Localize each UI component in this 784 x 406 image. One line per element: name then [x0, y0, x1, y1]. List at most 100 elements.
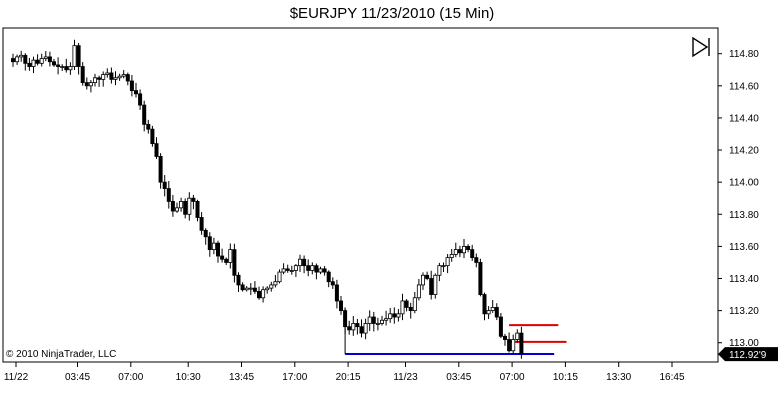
candle-body	[261, 289, 266, 299]
candle-body	[396, 313, 401, 318]
candle	[187, 192, 192, 221]
x-tick-label: 10:30	[176, 372, 201, 383]
candle-body	[351, 323, 356, 331]
candle	[363, 318, 368, 340]
candle-body	[228, 249, 233, 263]
candle-body	[105, 72, 110, 75]
candle-body	[425, 274, 430, 279]
x-tick-label: 13:30	[606, 372, 631, 383]
x-tick-label: 11/23	[393, 372, 418, 383]
candle	[88, 80, 93, 93]
y-tick-label: 113.20	[729, 306, 759, 317]
candle	[269, 281, 274, 292]
candle-body	[56, 64, 61, 67]
candle	[27, 57, 32, 71]
candle	[404, 299, 409, 312]
y-tick-label: 113.60	[729, 242, 759, 253]
last-price-label: 112.92'9	[729, 350, 767, 361]
candle-body	[347, 326, 352, 331]
candle-body	[248, 287, 253, 290]
candle	[179, 197, 184, 212]
candle	[285, 264, 290, 273]
candle-body	[338, 300, 343, 312]
skip-to-end-icon[interactable]	[692, 36, 710, 58]
candle-body	[138, 93, 143, 106]
candle-body	[359, 326, 364, 334]
candle	[326, 270, 331, 288]
candle	[146, 119, 151, 134]
candle-body	[375, 323, 380, 325]
candle	[142, 100, 147, 132]
candle-body	[125, 74, 130, 82]
candle	[470, 244, 475, 261]
candle-body	[142, 104, 147, 125]
candle-body	[334, 284, 339, 302]
candle-body	[453, 249, 458, 255]
x-tick-label: 13:45	[229, 372, 254, 383]
x-tick-label: 20:15	[336, 372, 361, 383]
candle-body	[236, 274, 241, 286]
candle-body	[285, 268, 290, 271]
candle	[23, 53, 28, 71]
candle	[47, 51, 52, 67]
candle-body	[306, 265, 311, 271]
candle	[93, 73, 98, 87]
candle	[490, 300, 495, 313]
candle	[199, 212, 204, 235]
candle-body	[273, 281, 278, 286]
candle	[396, 308, 401, 322]
candle-body	[183, 201, 188, 215]
candle-body	[158, 156, 163, 183]
y-tick-label: 113.00	[729, 338, 759, 349]
candle	[359, 319, 364, 338]
candle-body	[515, 332, 520, 340]
candle	[293, 263, 298, 277]
candle-body	[474, 257, 479, 263]
candle-body	[310, 265, 315, 271]
candle	[80, 62, 85, 86]
candle-body	[343, 310, 348, 328]
candle-body	[252, 287, 257, 292]
candle-body	[371, 316, 376, 324]
candle-body	[88, 82, 93, 87]
candle-body	[437, 265, 442, 276]
candle	[515, 329, 520, 343]
candle-body	[490, 307, 495, 312]
candle-body	[76, 45, 81, 67]
candle	[256, 286, 261, 300]
candle-body	[150, 128, 155, 145]
candle	[498, 312, 503, 339]
candle	[138, 89, 143, 110]
candle-body	[154, 143, 159, 157]
candle	[297, 254, 302, 273]
candle	[474, 253, 479, 268]
candle-body	[502, 335, 507, 340]
candle	[232, 243, 237, 283]
x-tick-label: 16:45	[659, 372, 684, 383]
candle	[334, 279, 339, 309]
candle	[466, 244, 471, 253]
candle-body	[482, 294, 487, 315]
candle-body	[256, 290, 261, 299]
candle	[84, 77, 89, 90]
candle-body	[281, 268, 286, 273]
candle-body	[269, 284, 274, 289]
candle-body	[400, 300, 405, 315]
candle	[453, 242, 458, 258]
candle	[265, 286, 270, 294]
candle-body	[355, 323, 360, 328]
candle-body	[129, 80, 134, 92]
candle	[39, 53, 44, 67]
candle-body	[31, 59, 36, 67]
candle	[166, 181, 171, 209]
candle	[273, 275, 278, 288]
x-tick-label: 03:45	[65, 372, 90, 383]
y-tick-label: 114.20	[729, 146, 759, 157]
chart-title: $EURJPY 11/23/2010 (15 Min)	[289, 5, 495, 22]
candle	[68, 62, 73, 75]
candle	[449, 248, 454, 262]
candle-body	[461, 245, 466, 254]
candle	[367, 310, 372, 331]
candle-body	[97, 77, 102, 80]
candle	[379, 315, 384, 326]
